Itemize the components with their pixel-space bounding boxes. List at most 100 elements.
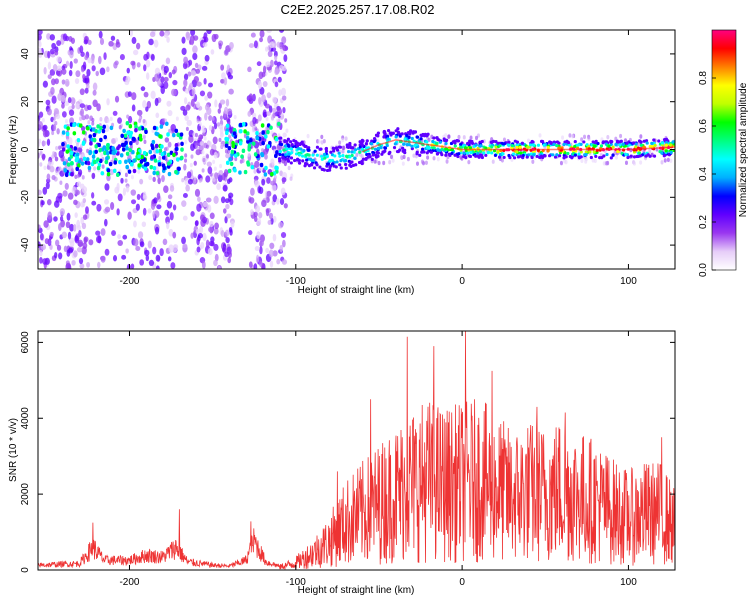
spectrogram-ridge-blob-826	[496, 150, 500, 154]
spectrogram-ridge-blob-676	[662, 154, 666, 158]
spectrogram-ridge-blob-888	[335, 148, 340, 152]
spectrogram-noise-blob-2-69	[145, 59, 151, 68]
spectrogram-noise-blob-3-236	[182, 243, 188, 249]
spectrogram-ridge-blob-412	[494, 145, 498, 149]
spectrogram-halo-blob-263	[284, 118, 288, 123]
spectrogram-noise-blob-3-245	[218, 169, 224, 176]
spectrogram-halo-blob-307	[666, 157, 670, 163]
spectrogram-halo-blob-32	[275, 118, 279, 123]
spectrogram-ridge-blob-203	[339, 166, 343, 170]
spectrogram-cluster-blob-335	[111, 150, 116, 155]
spectrogram-ridge-blob-768	[621, 142, 625, 147]
spectrogram-ridge-blob-857	[526, 145, 530, 149]
spectrogram-cluster-blob-55	[80, 161, 85, 166]
spectrogram-halo-blob-337	[639, 160, 643, 165]
spectrogram-ridge-blob-460	[448, 153, 452, 157]
spectrogram-noise-blob-2-123	[160, 76, 165, 84]
spectrogram-noise-blob-0-176	[73, 199, 78, 206]
spectrogram-noise-blob-3-235	[190, 37, 195, 46]
spectrogram-noise-blob-3-129	[220, 230, 225, 238]
spectrogram-ridge-blob-772	[386, 137, 390, 141]
spectrogram-noise-blob-3-153	[225, 237, 230, 244]
spectrogram-noise-blob-2-16	[137, 231, 144, 239]
spectrogram-ridge-blob-899	[542, 143, 546, 147]
spectrogram-noise-blob-0-129	[77, 239, 84, 248]
spectrogram-noise-blob-0-233	[56, 40, 62, 46]
spectrogram-noise-blob-0-96	[75, 70, 81, 78]
spectrogram-noise-blob-3-239	[226, 178, 231, 185]
spectrogram-noise-blob-3-189	[211, 33, 217, 43]
spectrogram-noise-blob-4-213	[261, 199, 267, 208]
spectrogram-noise-blob-2-41	[166, 36, 170, 43]
spectrogram-noise-blob-4-187	[281, 95, 287, 101]
spectrogram-halo-blob-195	[158, 156, 162, 161]
spectrogram-noise-blob-1-9	[104, 183, 110, 191]
spectrogram-cluster-blob-295	[150, 145, 155, 151]
spectrogram-noise-blob-4-188	[258, 140, 263, 146]
spectrogram-ridge-blob-631	[372, 139, 376, 144]
spectrogram-noise-blob-4-119	[253, 40, 258, 49]
spectrogram-halo-blob-472	[198, 117, 202, 122]
spectrogram-halo-blob-154	[111, 139, 115, 144]
spectrogram-noise-blob-4-189	[267, 220, 272, 225]
spectrogram-ridge-blob-841	[420, 147, 425, 151]
spectrogram-cluster-blob-302	[179, 132, 184, 137]
spectrogram-cluster-blob-8	[239, 129, 243, 134]
spectrogram-noise-blob-2-139	[150, 53, 155, 61]
spectrogram-halo-blob-78	[559, 160, 563, 166]
spectrogram-noise-blob-4-91	[248, 230, 253, 236]
spectrogram-cluster-blob-142	[132, 168, 137, 174]
spectrogram-cluster-blob-309	[227, 168, 232, 174]
spectrogram-ridge-blob-91	[401, 146, 405, 150]
spectrogram-cluster-blob-384	[142, 150, 147, 156]
spectrogram-halo-blob-4	[46, 165, 50, 170]
spectrogram-halo-blob-485	[587, 136, 591, 141]
spectrogram-halo-blob-473	[213, 166, 217, 171]
spectrogram-noise-blob-4-111	[262, 65, 267, 74]
spectrogram-ridge-blob-164	[570, 156, 574, 160]
spectrogram-noise-blob-2-12	[165, 216, 170, 225]
spectrogram-ridge-blob-673	[502, 142, 507, 146]
spectrogram-halo-blob-325	[580, 137, 584, 142]
spectrogram-cluster-blob-318	[99, 125, 103, 131]
spectrogram-ridge-blob-390	[304, 144, 308, 149]
spectrogram-cluster-blob-375	[172, 152, 176, 158]
spectrogram-ridge-blob-710	[432, 136, 436, 140]
spectrogram-noise-blob-0-186	[55, 113, 61, 120]
spectrogram-noise-blob-3-48	[190, 30, 196, 36]
spectrogram-cluster-blob-161	[92, 159, 97, 165]
spectrogram-cluster-blob-26	[97, 129, 102, 134]
spectrogram-noise-blob-2-120	[150, 90, 156, 99]
spectrogram-ridge-blob-821	[543, 154, 547, 158]
spectrogram-ridge-blob-704	[502, 155, 506, 160]
spectrogram-halo-blob-84	[420, 159, 424, 164]
spectrogram-cluster-blob-396	[70, 172, 74, 177]
spectrogram-cluster-blob-263	[153, 158, 158, 163]
spectrogram-noise-blob-0-104	[65, 221, 71, 229]
spectrogram-noise-blob-2-43	[146, 100, 152, 109]
spectrogram-noise-blob-2-140	[148, 259, 155, 267]
spectrogram-noise-blob-4-104	[282, 132, 287, 138]
spectrogram-ridge-blob-596	[431, 139, 435, 144]
spectrogram-ridge-blob-199	[348, 141, 352, 146]
spectrogram-noise-blob-3-93	[228, 88, 234, 95]
spectrogram-noise-blob-2-128	[159, 248, 164, 257]
spectrogram-noise-blob-2-115	[167, 256, 172, 262]
spectrogram-halo-blob-449	[402, 154, 406, 160]
spectrogram-noise-blob-2-97	[145, 254, 150, 262]
spectrogram-cluster-blob-190	[85, 126, 90, 131]
spectrogram-noise-blob-1-58	[112, 255, 118, 262]
spectrogram-noise-blob-3-262	[187, 71, 192, 77]
spectrogram-noise-blob-0-235	[81, 222, 87, 230]
spectrogram-noise-blob-0-199	[53, 216, 58, 222]
spectrogram-ridge-blob-451	[573, 144, 577, 149]
spectrogram-noise-blob-3-216	[227, 71, 231, 78]
spectrogram-noise-blob-0-209	[78, 257, 84, 265]
spectrogram-noise-blob-3-185	[217, 265, 222, 269]
spectrogram-ridge-blob-101	[536, 143, 541, 147]
spectrogram-noise-blob-2-47	[128, 115, 133, 124]
spectrogram-ridge-blob-744	[469, 150, 473, 155]
spectrogram-ridge-blob-586	[467, 154, 472, 158]
spectrogram-noise-blob-0-76	[45, 99, 51, 106]
spectrogram-noise-blob-2-142	[145, 72, 150, 80]
